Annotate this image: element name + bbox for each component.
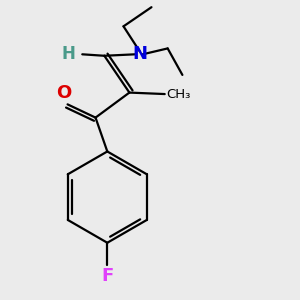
Text: F: F	[101, 267, 113, 285]
Text: O: O	[56, 84, 72, 102]
Text: N: N	[132, 45, 147, 63]
Text: H: H	[61, 45, 75, 63]
Text: CH₃: CH₃	[166, 88, 190, 100]
